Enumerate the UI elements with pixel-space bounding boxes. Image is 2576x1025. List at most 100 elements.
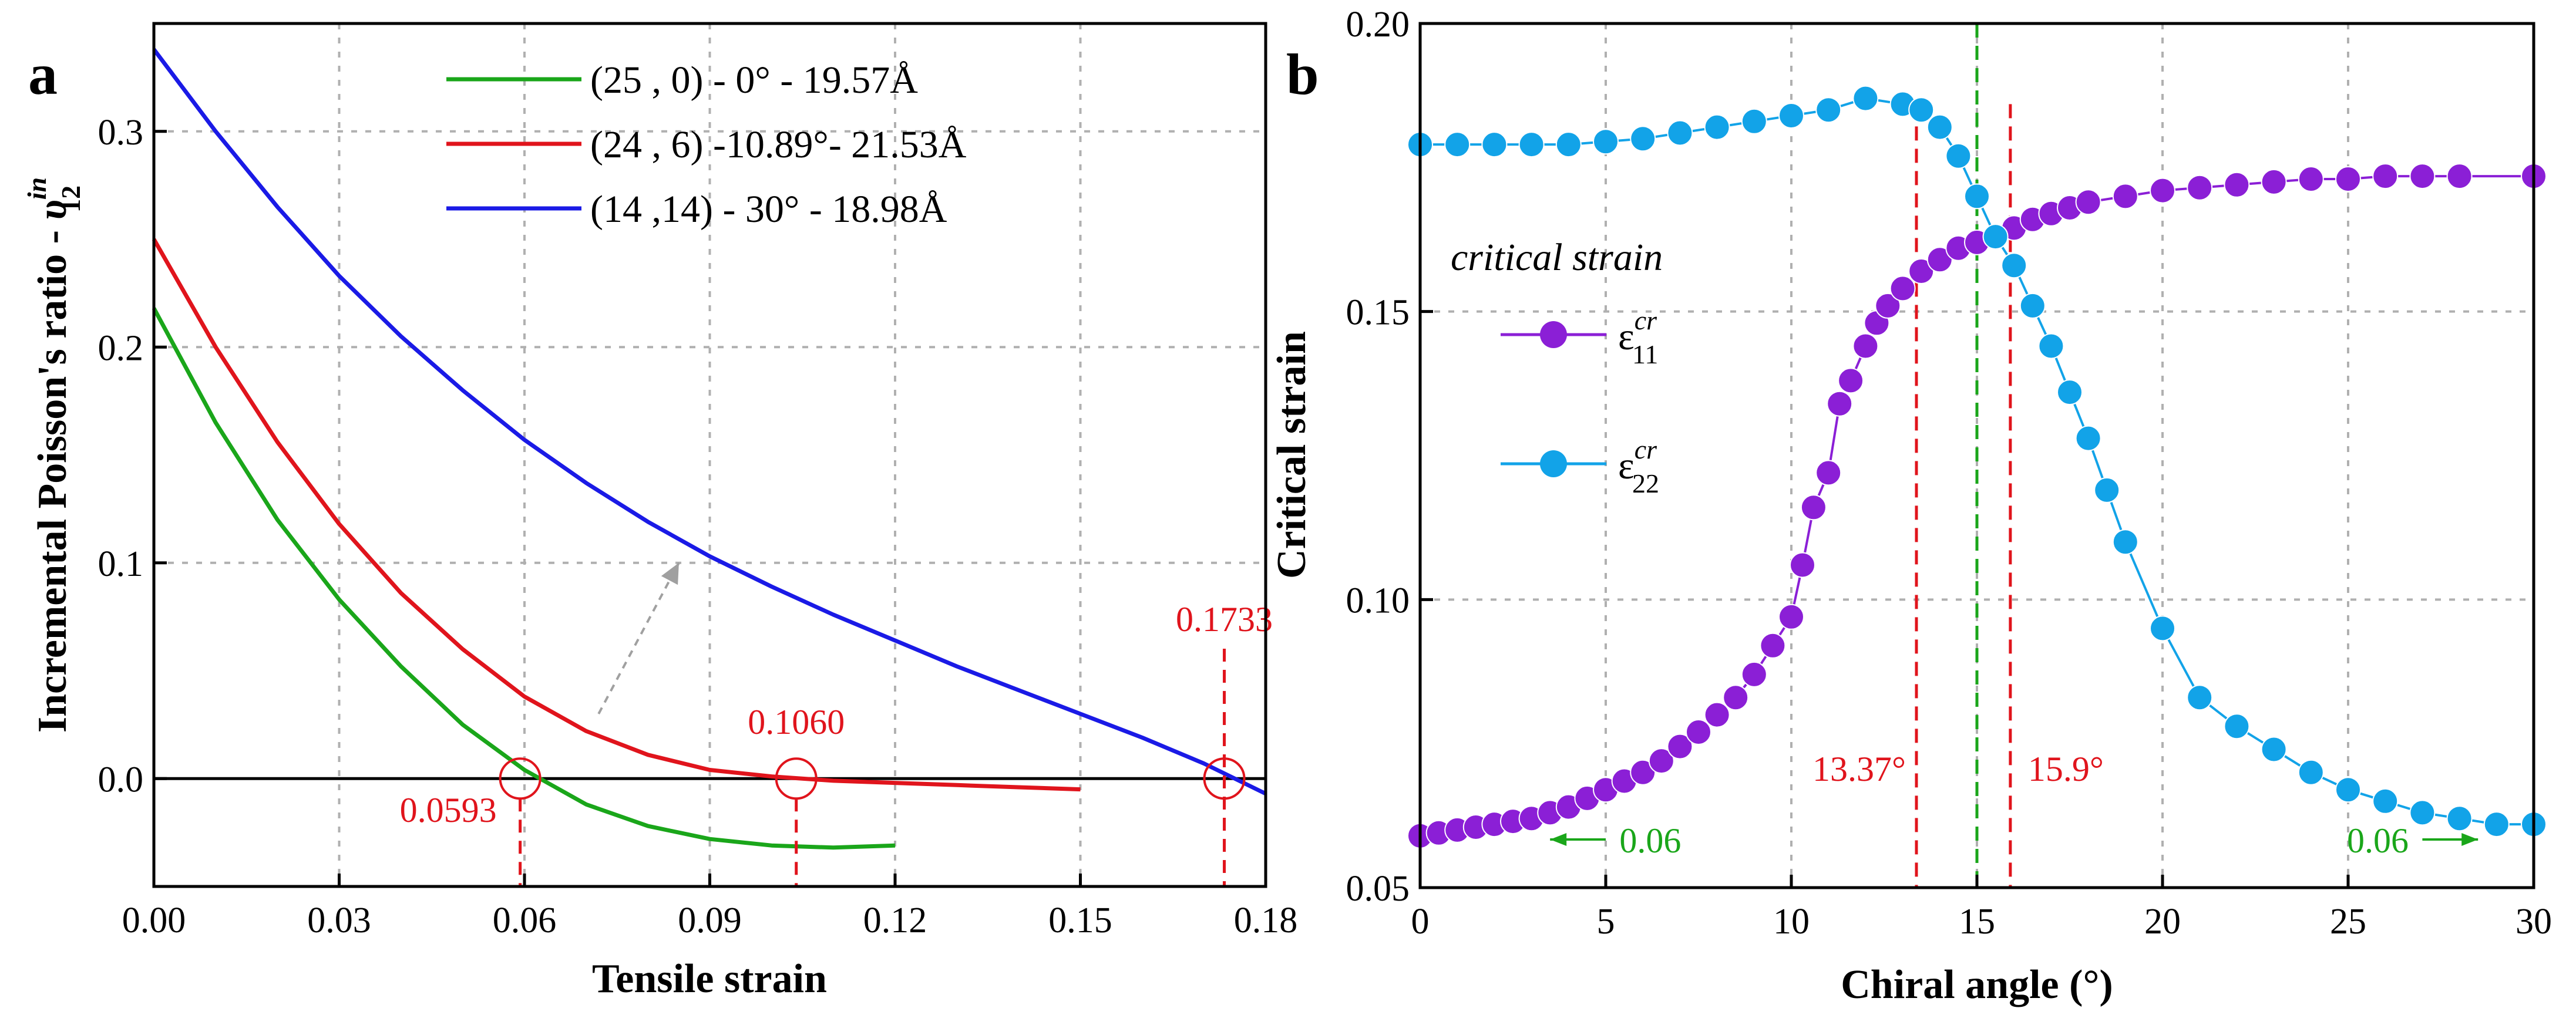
p0-ytick-label-3: 0.3 [98,113,144,153]
legend-label-series-3: (14 ,14) - 30° - 18.98Å [590,188,947,231]
panel-b-point-s1-22 [1800,494,1827,521]
p1-ytick-label-2: 0.15 [1346,293,1410,333]
panel-b-arrowhead-1 [1550,833,1567,846]
p0-xtick-label-3: 0.09 [678,901,742,940]
panel-a-ylabel-text: Incremental Poisson's ratio - [30,220,75,733]
panel-a-annotation-1: 0.0593 [400,791,497,830]
p0-xtick-label-2: 0.06 [493,901,557,940]
p1-xtick-label-5: 25 [2330,902,2366,942]
p0-xtick-label-6: 0.18 [1234,901,1298,940]
panel-a-series-line-1 [152,307,896,850]
panel-b-point-s1-31 [1926,247,1953,273]
panel-b-point-s2-22 [2057,379,2083,406]
panel-b-point-s1-19 [1760,632,1786,659]
p0-xtick-label-4: 0.12 [863,901,927,940]
legend-label-series-1: (25 , 0) - 0° - 19.57Å [590,59,918,102]
panel-b-point-s2-6 [1630,126,1656,152]
panel-b-point-s2-2 [1481,132,1508,158]
p0-ytick-label-1: 0.1 [98,544,144,584]
panel-b-point-s2-12 [1852,85,1879,112]
panel-b-point-s1-16 [1704,702,1730,728]
p1-xtick-label-6: 30 [2516,902,2552,942]
p0-xtick-label-0: 0.00 [122,901,186,940]
panel-b-point-s1-45 [2298,166,2324,192]
panel-a-ylabel-group: Incremental Poisson's ratio - υin 12 [22,177,86,733]
legend-label-e11: εcr 11 [1618,305,1658,369]
panel-b-point-s1-17 [1723,685,1749,711]
panel-b-point-s2-34 [2446,805,2473,832]
p0-ytick-label-2: 0.2 [98,328,144,368]
panel-b-arrowhead-2 [2461,833,2479,846]
panel-b-xlabel: Chiral angle (°) [1841,962,2113,1007]
panel-b-arrow-label-1: 0.06 [1619,821,1681,860]
panel-b-point-s2-17 [1964,183,1990,210]
panel-b-point-s2-21 [2038,333,2064,359]
legend-e22-sub: 22 [1632,468,1659,498]
panel-b-point-s1-13 [1648,748,1674,774]
panel-b-point-s2-29 [2261,736,2287,763]
panel-b-point-s2-5 [1593,129,1619,155]
panel-b-arrow-label-2: 0.06 [2347,821,2409,860]
panel-b-point-s1-21 [1790,552,1815,578]
panel-b-legend: critical strain εcr 11 εcr 22 [1451,236,1663,498]
panel-b-point-s2-26 [2150,615,2175,642]
panel-b-point-s2-27 [2187,685,2213,711]
panel-b-point-s2-10 [1778,103,1804,129]
legend-e22-symbol: ε [1618,444,1635,487]
panel-b-point-s1-20 [1778,603,1804,630]
panel-b-point-s2-18 [1982,224,2009,250]
p0-xtick-label-5: 0.15 [1048,901,1112,940]
panel-b-point-s1-44 [2261,168,2287,195]
panel-a-ylabel-symbol: υ [30,200,75,220]
panel-a-ylabel-sub: 12 [56,186,86,213]
p1-xtick-label-3: 15 [1959,902,1995,942]
panel-b-point-s2-33 [2409,800,2436,826]
panel-a-label: a [28,42,58,107]
panel-b-point-s1-12 [1630,759,1656,785]
panel-a-shift-arrowhead [661,562,679,585]
panel-b-point-s2-23 [2075,425,2101,451]
p1-xtick-label-4: 20 [2144,902,2181,942]
panel-b-point-s1-47 [2372,163,2399,190]
panel-b-point-s1-23 [1815,460,1842,486]
panel-b: 13.37° 15.9° 0.06 0.06 0 5 10 15 20 25 30 0.05 0.1… [1269,5,2552,1007]
legend-marker-e22 [1540,450,1567,477]
panel-a-legend: (25 , 0) - 0° - 19.57Å (24 , 6) -10.89°-… [446,59,967,231]
legend-marker-e11 [1540,321,1567,348]
panel-a-annotation-2: 0.1060 [748,703,845,741]
panel-b-point-s1-14 [1667,733,1693,760]
legend-e22-sup: cr [1635,434,1657,464]
p0-ytick-label-0: 0.0 [98,760,144,800]
p0-xtick-label-1: 0.03 [307,901,371,940]
panel-b-point-s2-8 [1704,114,1730,140]
panel-b-point-s1-30 [1908,258,1935,284]
panel-b-point-s1-29 [1889,275,1916,302]
panel-b-point-s2-9 [1741,108,1767,134]
panel-a-annotation-3: 0.1733 [1176,600,1273,639]
panel-b-point-s2-24 [2094,477,2120,503]
panel-b-point-s1-28 [1875,292,1901,319]
panel-b-point-s2-1 [1444,132,1471,158]
panel-b-ylabel: Critical strain [1269,331,1314,579]
panel-a-ylabel-sup: in [22,177,52,200]
panel-b-point-s1-46 [2335,166,2361,192]
panel-b-point-s2-11 [1815,97,1842,123]
panel-b-point-s2-14 [1908,97,1935,123]
panel-b-point-s2-32 [2372,788,2399,814]
panel-b-label: b [1286,42,1319,107]
panel-b-point-s1-25 [1838,367,1864,394]
panel-b-point-s1-15 [1686,719,1711,745]
panel-b-point-s2-16 [1945,143,1972,169]
legend-label-e22: εcr 22 [1618,434,1659,498]
p1-xtick-label-2: 10 [1773,902,1810,942]
panel-b-point-s1-26 [1852,333,1879,359]
panel-b-point-s1-48 [2409,163,2436,190]
panel-b-point-s2-31 [2335,777,2361,803]
panel-b-point-s2-7 [1667,120,1693,146]
panel-a-xlabel: Tensile strain [592,956,827,1002]
legend-e11-sup: cr [1635,305,1657,335]
legend-label-series-2: (24 , 6) -10.89°- 21.53Å [590,123,967,166]
panel-b-point-s2-20 [2019,292,2046,319]
panel-b-point-s1-40 [2112,183,2138,210]
